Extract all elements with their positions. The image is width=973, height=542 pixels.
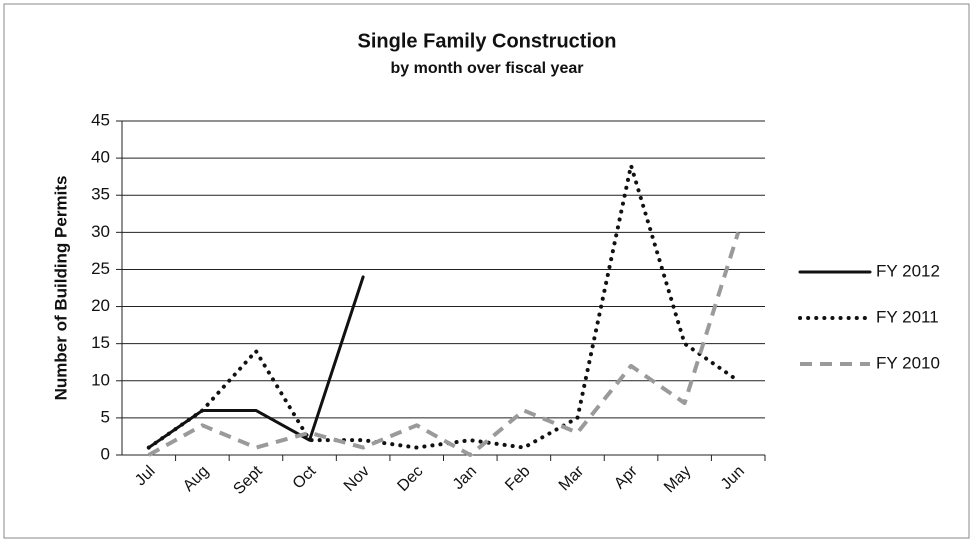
y-tick-label: 0 xyxy=(101,444,110,463)
chart-title: Single Family Construction xyxy=(358,30,617,52)
y-tick-label: 20 xyxy=(91,296,110,315)
y-axis-label: Number of Building Permits xyxy=(51,176,70,401)
legend-label: FY 2010 xyxy=(876,353,940,372)
y-tick-label: 40 xyxy=(91,148,110,167)
y-tick-label: 15 xyxy=(91,333,110,352)
series-line xyxy=(147,275,365,450)
y-tick-label: 35 xyxy=(91,185,110,204)
y-tick-label: 45 xyxy=(91,110,110,129)
legend-label: FY 2011 xyxy=(876,307,939,326)
y-tick-label: 30 xyxy=(91,222,110,241)
y-tick-label: 5 xyxy=(101,407,110,426)
legend-label: FY 2012 xyxy=(876,261,940,280)
y-tick-label: 25 xyxy=(91,259,110,278)
chart-subtitle: by month over fiscal year xyxy=(391,60,584,77)
series-line xyxy=(147,231,741,457)
y-tick-label: 10 xyxy=(91,370,110,389)
